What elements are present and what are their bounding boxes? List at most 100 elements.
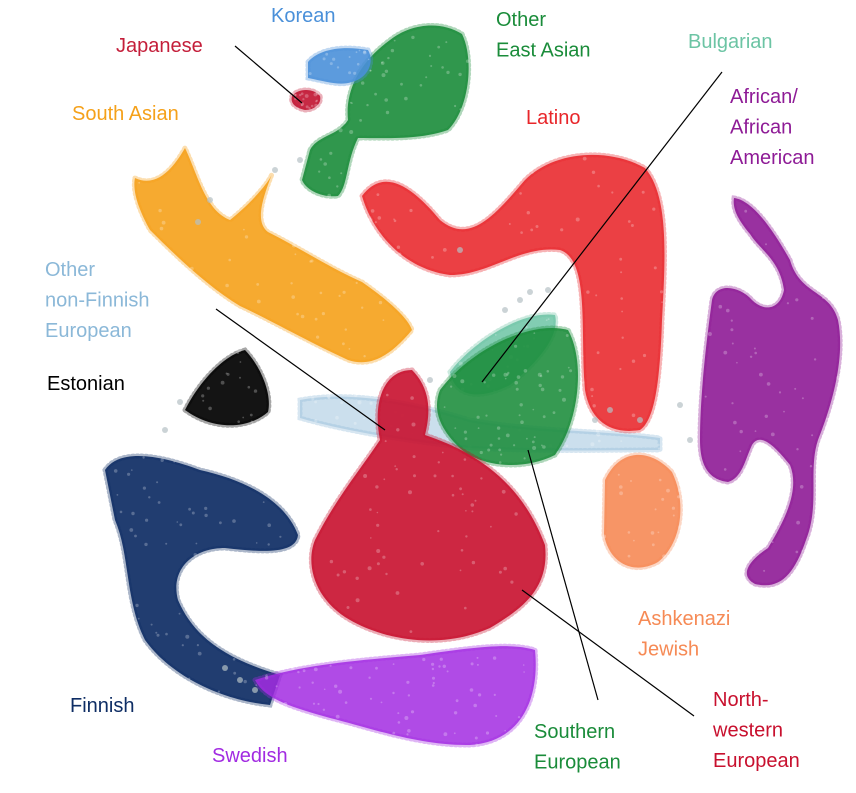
cluster-south-asian	[131, 142, 415, 365]
point-texture	[329, 112, 334, 117]
point-texture	[408, 490, 412, 495]
point-texture	[369, 401, 373, 405]
point-texture	[497, 299, 500, 301]
point-texture	[435, 345, 439, 349]
point-texture	[196, 644, 199, 647]
point-texture	[256, 299, 261, 304]
point-texture	[438, 665, 441, 668]
cluster-north-western-european	[308, 367, 549, 643]
point-texture	[172, 313, 174, 315]
point-texture	[552, 411, 556, 414]
leader-lines	[215, 45, 723, 717]
point-texture	[256, 579, 260, 582]
point-texture	[376, 193, 380, 197]
point-texture	[428, 373, 431, 376]
point-texture	[329, 559, 334, 564]
point-texture	[195, 623, 198, 626]
point-texture	[355, 51, 358, 54]
label-estonian: Estonian	[47, 373, 125, 395]
point-texture	[219, 521, 222, 525]
point-texture	[731, 402, 734, 405]
point-texture	[378, 36, 381, 39]
point-texture	[336, 466, 340, 470]
point-texture	[143, 282, 147, 286]
point-texture	[285, 653, 289, 658]
point-texture	[341, 88, 344, 91]
point-texture	[477, 304, 481, 308]
point-texture	[157, 501, 161, 504]
point-texture	[237, 174, 242, 178]
point-texture	[597, 439, 601, 443]
point-texture	[367, 566, 372, 571]
point-texture	[463, 430, 467, 434]
point-texture	[666, 488, 670, 493]
point-texture	[832, 474, 836, 478]
point-texture	[363, 474, 368, 478]
point-texture	[161, 220, 166, 225]
point-texture	[569, 369, 573, 373]
cluster-edge-southern-european	[434, 325, 581, 468]
point-texture	[619, 367, 622, 371]
point-texture	[232, 658, 236, 661]
point-texture	[470, 662, 474, 666]
label-line: European	[534, 752, 621, 774]
point-texture	[483, 381, 486, 384]
point-texture	[650, 531, 655, 535]
point-texture	[286, 604, 289, 607]
point-texture	[817, 255, 821, 258]
label-other-non-finnish-european: Other non-Finnish European	[45, 259, 150, 342]
point-texture	[591, 395, 594, 398]
point-texture	[533, 332, 536, 334]
point-texture	[492, 373, 496, 377]
point-texture	[503, 372, 508, 377]
point-texture	[369, 69, 372, 72]
point-texture	[441, 192, 444, 195]
point-texture	[560, 375, 565, 379]
point-texture	[314, 400, 317, 404]
point-texture	[327, 397, 330, 399]
point-texture	[243, 679, 247, 684]
point-texture	[437, 530, 440, 533]
cluster-swedish	[251, 643, 539, 748]
point-texture	[429, 409, 433, 414]
point-texture	[187, 375, 190, 379]
point-texture	[479, 450, 483, 455]
mixed-point	[607, 407, 613, 413]
point-texture	[627, 554, 631, 558]
point-texture	[513, 444, 516, 447]
point-texture	[480, 477, 483, 480]
point-texture	[400, 82, 403, 86]
point-texture	[328, 176, 331, 179]
point-texture	[801, 397, 804, 400]
point-texture	[217, 690, 220, 693]
point-texture	[329, 381, 334, 385]
point-texture	[633, 539, 635, 542]
point-texture	[147, 255, 152, 260]
point-texture	[134, 534, 137, 538]
point-texture	[442, 248, 447, 252]
point-texture	[127, 472, 131, 476]
point-texture	[342, 342, 345, 346]
point-texture	[374, 221, 377, 224]
point-texture	[145, 518, 149, 522]
point-texture	[334, 684, 338, 688]
point-texture	[173, 461, 175, 463]
point-texture	[463, 458, 467, 461]
point-texture	[212, 334, 215, 338]
point-texture	[428, 54, 432, 58]
point-texture	[582, 355, 584, 358]
point-texture	[119, 510, 123, 514]
point-texture	[131, 511, 135, 516]
point-texture	[472, 344, 474, 347]
point-texture	[469, 688, 474, 692]
point-texture	[497, 437, 501, 440]
point-texture	[264, 479, 267, 482]
mixed-point	[207, 197, 213, 203]
point-texture	[652, 207, 656, 211]
cluster-points-south-asian	[134, 148, 412, 363]
leader-line-japanese	[234, 45, 303, 104]
point-texture	[302, 98, 305, 101]
point-texture	[193, 336, 195, 339]
point-texture	[406, 276, 409, 279]
point-texture	[308, 47, 311, 50]
